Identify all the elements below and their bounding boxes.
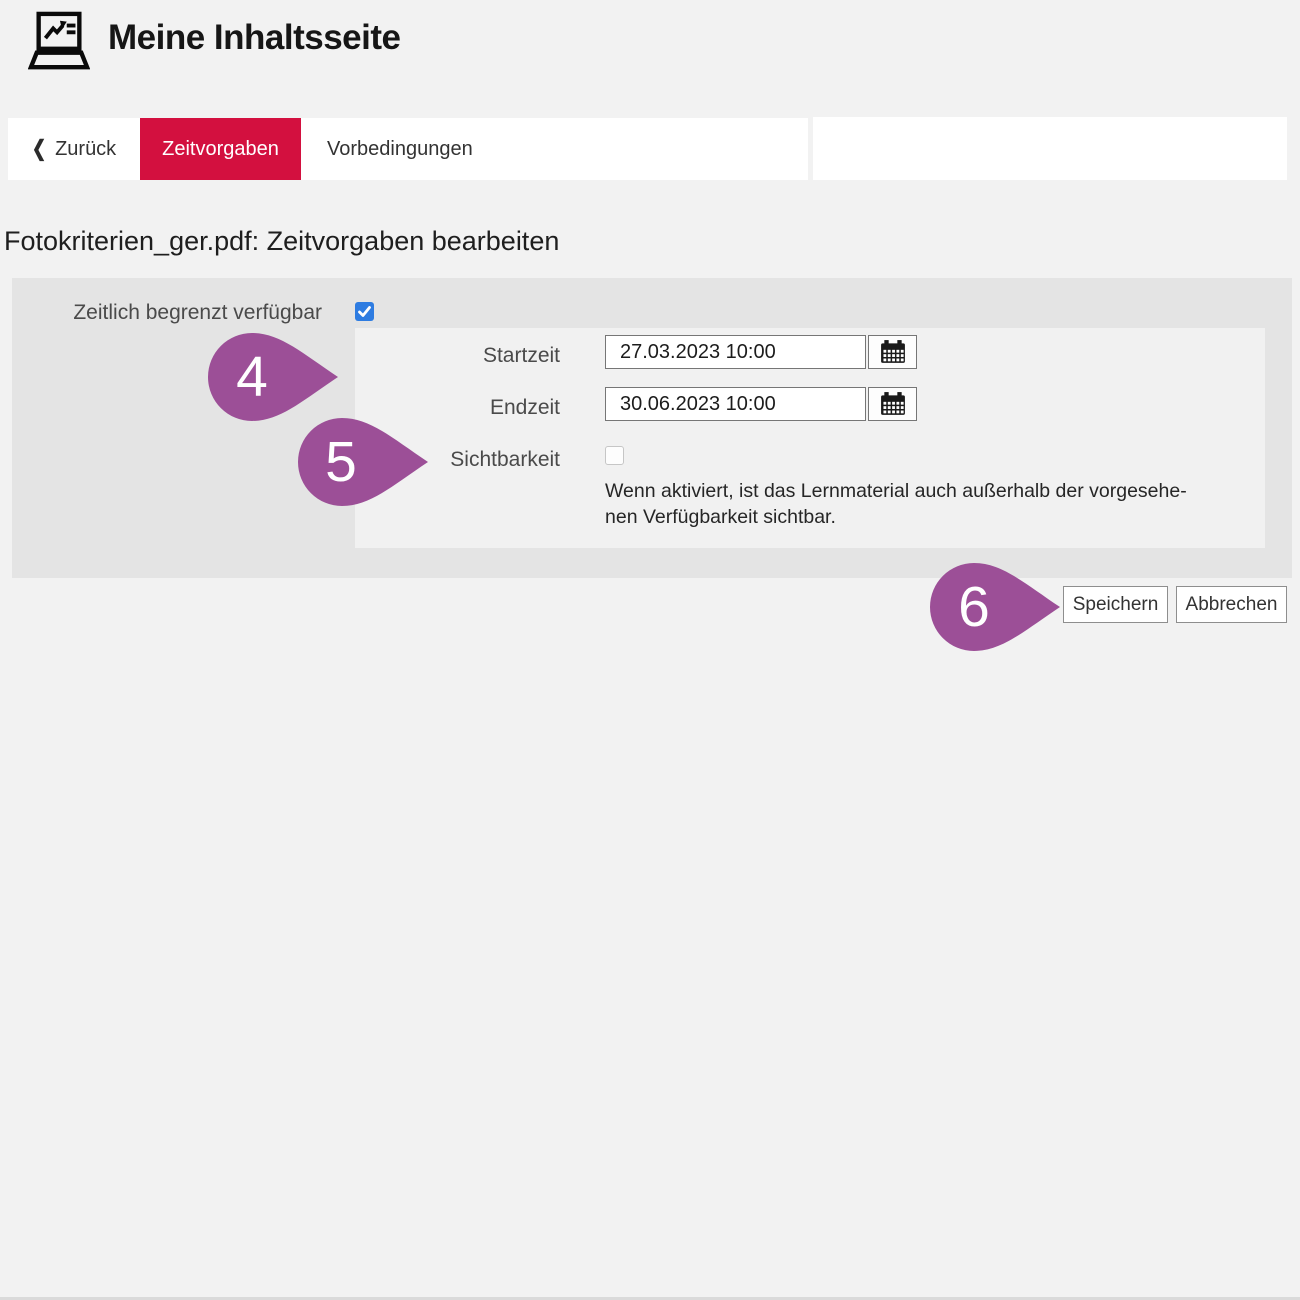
help-line-1: Wenn aktiviert, ist das Lernmaterial auc… [605,480,1187,502]
content-page-icon [27,10,91,74]
label-endzeit: Endzeit [489,396,560,419]
time-settings-subpanel: Startzeit Endzeit [355,328,1265,548]
cancel-button[interactable]: Abbrechen [1176,586,1287,623]
label-sichtbarkeit: Sichtbarkeit [450,448,560,471]
startzeit-calendar-button[interactable] [868,335,917,369]
zeitvorgaben-form: Zeitlich begrenzt verfügbar Startzeit [12,278,1292,578]
calendar-icon [880,340,905,363]
sichtbarkeit-help-text: Wenn aktiviert, ist das Lernmaterial auc… [605,478,1265,530]
tab-zeitvorgaben[interactable]: Zeitvorgaben [140,118,301,180]
checkmark-icon [358,306,371,317]
tab-vorbedingungen[interactable]: Vorbedingungen [327,137,473,160]
calendar-icon [880,392,905,415]
checkbox-zeitlich-begrenzt-verfuegbar[interactable] [355,302,374,321]
help-line-2: nen Verfügbarkeit sichtbar. [605,506,836,528]
toolbar-empty-area [813,117,1287,180]
startzeit-input[interactable] [605,335,866,369]
tab-bar: ❮ Zurück Zeitvorgaben Vorbedingungen [8,118,808,180]
form-title: Fotokriterien_ger.pdf: Zeitvorgaben bear… [4,226,560,256]
endzeit-input-group [605,387,917,421]
endzeit-calendar-button[interactable] [868,387,917,421]
back-button[interactable]: ❮ Zurück [8,118,140,180]
label-zeitlich-begrenzt-verfuegbar: Zeitlich begrenzt verfügbar [73,301,322,324]
endzeit-input[interactable] [605,387,866,421]
startzeit-input-group [605,335,917,369]
back-button-label: Zurück [55,137,117,160]
page-title-heading: Meine Inhaltsseite [108,18,401,57]
save-button[interactable]: Speichern [1063,586,1168,623]
label-startzeit: Startzeit [482,344,560,367]
checkbox-sichtbarkeit[interactable] [605,446,624,465]
chevron-left-icon: ❮ [31,136,47,161]
